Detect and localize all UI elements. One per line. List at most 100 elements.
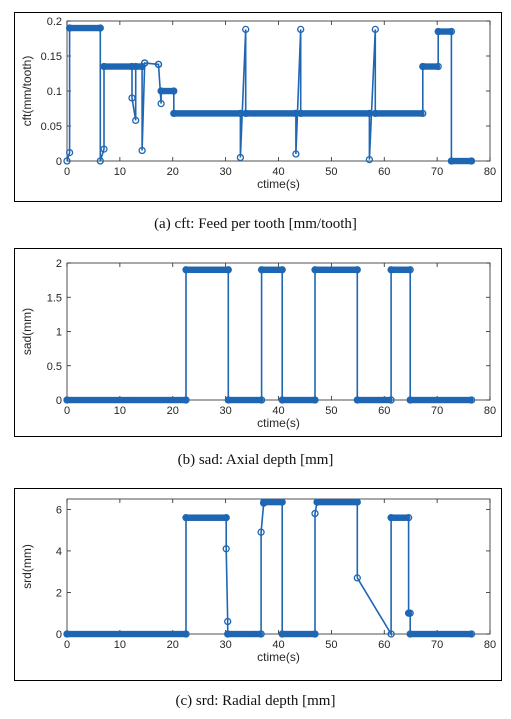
data-point — [419, 62, 427, 71]
x-tick-label: 0 — [64, 405, 70, 417]
y-tick-label: 0.5 — [47, 361, 62, 373]
chart-panel-srd: 0 10 20 30 40 50 60 70 80 0 2 4 6 ctime(s) srd(mm) — [14, 488, 502, 681]
x-tick-label: 60 — [378, 166, 390, 178]
data-point — [434, 62, 442, 71]
caption-sad: (b) sad: Axial depth [mm] — [177, 452, 334, 468]
data-point — [278, 498, 286, 506]
x-tick-label: 40 — [272, 639, 284, 651]
series-line — [67, 268, 472, 401]
chart-panel-sad: 0 10 20 30 40 50 60 70 80 0 0.5 1 1.5 2 ctime(s) sad(mm… — [14, 248, 502, 437]
data-point — [278, 396, 286, 404]
data-point — [387, 266, 395, 274]
data-point — [128, 94, 136, 102]
x-axis-label: ctime(s) — [257, 416, 300, 430]
data-point — [371, 25, 379, 34]
data-point — [313, 498, 321, 506]
data-point — [157, 99, 165, 108]
plot-area — [66, 20, 491, 162]
data-point — [406, 609, 414, 617]
x-tick-label: 80 — [484, 405, 496, 417]
y-axis-label: srd(mm) — [20, 544, 34, 589]
plot-area — [66, 262, 491, 401]
y-tick-label: 0.2 — [47, 16, 62, 28]
chart-cft: 0 10 20 30 40 50 60 70 80 0 0.05 0.1 0.15 0.2 ctime(s)… — [20, 16, 496, 191]
data-point — [311, 396, 319, 404]
data-point — [260, 498, 268, 506]
y-tick-label: 0.15 — [41, 51, 62, 63]
data-point — [65, 148, 74, 157]
data-point — [224, 396, 232, 404]
y-tick-label: 4 — [56, 546, 62, 558]
x-tick-label: 20 — [167, 166, 179, 178]
y-tick-label: 0 — [56, 156, 62, 168]
y-tick-label: 0 — [56, 629, 62, 641]
x-tick-label: 50 — [325, 166, 337, 178]
data-point — [182, 630, 190, 638]
x-tick-label: 30 — [220, 166, 232, 178]
data-point — [406, 266, 414, 274]
data-point — [138, 146, 146, 155]
data-point — [65, 24, 74, 32]
data-point — [353, 266, 361, 274]
data-point — [257, 396, 266, 404]
x-tick-label: 70 — [431, 166, 443, 178]
y-tick-label: 0 — [56, 395, 62, 407]
x-tick-label: 0 — [64, 166, 70, 178]
x-tick-label: 80 — [484, 639, 496, 651]
x-tick-label: 20 — [167, 405, 179, 417]
x-tick-label: 30 — [220, 405, 232, 417]
data-point — [63, 157, 71, 165]
data-point — [224, 617, 232, 626]
y-tick-label: 2 — [56, 587, 62, 599]
series-line — [66, 27, 472, 162]
chart-srd: 0 10 20 30 40 50 60 70 80 0 2 4 6 ctime(s) srd(mm) — [20, 498, 496, 664]
data-point — [447, 157, 456, 165]
data-point — [292, 150, 300, 158]
data-point — [242, 25, 250, 34]
data-point — [132, 116, 140, 125]
y-tick-label: 0.1 — [47, 86, 62, 98]
data-point — [297, 109, 305, 118]
data-point — [406, 396, 414, 404]
x-axis-label: ctime(s) — [257, 177, 300, 191]
plot-area — [66, 498, 491, 635]
data-point — [406, 630, 414, 638]
data-point — [311, 630, 319, 638]
data-point — [387, 396, 395, 404]
data-point — [404, 514, 413, 522]
y-tick-label: 1.5 — [47, 292, 62, 304]
data-point — [96, 157, 104, 165]
chart-panel-cft: 0 10 20 30 40 50 60 70 80 0 0.05 0.1 0.15 0.2 ctime(s)… — [14, 12, 502, 202]
data-point — [278, 266, 286, 274]
data-point — [170, 109, 178, 118]
x-tick-label: 70 — [431, 405, 443, 417]
data-point — [467, 396, 476, 404]
data-point — [419, 109, 427, 118]
x-tick-label: 50 — [325, 405, 337, 417]
caption-cft: (a) cft: Feed per tooth [mm/tooth] — [154, 216, 357, 232]
data-point — [224, 266, 232, 274]
data-point — [467, 157, 476, 165]
caption-srd: (c) srd: Radial depth [mm] — [175, 693, 336, 709]
data-point — [100, 145, 108, 153]
data-point — [236, 109, 245, 118]
data-point — [278, 630, 286, 638]
x-tick-label: 80 — [484, 166, 496, 178]
data-point — [182, 396, 190, 404]
x-tick-label: 50 — [325, 639, 337, 651]
data-point — [365, 155, 374, 164]
y-axis-label: sad(mm) — [20, 308, 34, 355]
x-tick-label: 10 — [114, 166, 126, 178]
y-tick-label: 1 — [56, 327, 62, 339]
y-axis-label: cft(mm/tooth) — [20, 56, 34, 127]
data-point — [371, 109, 379, 118]
y-tick-label: 6 — [56, 504, 62, 516]
data-point — [222, 514, 230, 522]
x-tick-label: 60 — [378, 405, 390, 417]
data-point — [157, 87, 165, 95]
data-point — [182, 266, 190, 274]
data-point — [447, 27, 456, 36]
data-point — [182, 514, 190, 522]
data-point — [141, 59, 149, 67]
x-tick-label: 60 — [378, 639, 390, 651]
